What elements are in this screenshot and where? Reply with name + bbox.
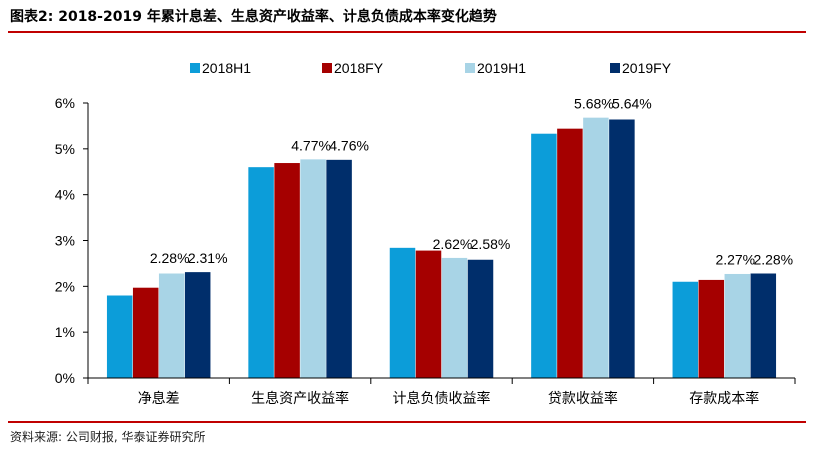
x-tick-label: 贷款收益率 <box>548 390 618 406</box>
data-label: 4.77% <box>291 137 331 153</box>
bar <box>557 128 583 378</box>
y-tick-label: 3% <box>55 233 75 249</box>
bar <box>389 247 416 378</box>
data-label: 2.28% <box>150 250 190 266</box>
x-tick-label: 生息资产收益率 <box>251 390 349 406</box>
data-label: 2.28% <box>753 252 793 268</box>
legend-label: 2018H1 <box>202 60 251 76</box>
bar <box>724 273 751 378</box>
y-tick-label: 6% <box>55 95 75 111</box>
y-tick-label: 2% <box>55 278 75 294</box>
legend-label: 2018FY <box>334 60 384 76</box>
y-tick-label: 1% <box>55 324 75 340</box>
data-label: 2.27% <box>715 252 755 268</box>
y-tick-label: 0% <box>55 370 75 386</box>
title-divider <box>8 31 806 33</box>
bar <box>467 259 494 378</box>
bar <box>609 119 635 378</box>
data-label: 5.64% <box>612 96 652 112</box>
bar <box>750 273 777 378</box>
legend-swatch <box>465 63 475 73</box>
bar <box>672 281 699 378</box>
bar <box>583 117 609 379</box>
data-label: 2.58% <box>471 236 511 252</box>
source-note: 资料来源: 公司财报, 华泰证券研究所 <box>10 430 206 444</box>
bar <box>531 133 557 378</box>
bar <box>326 159 352 378</box>
bar <box>132 287 159 378</box>
y-tick-label: 5% <box>55 141 75 157</box>
legend-swatch <box>190 63 200 73</box>
legend-label: 2019FY <box>622 60 672 76</box>
legend-swatch <box>610 63 620 73</box>
bar <box>184 272 211 378</box>
bar <box>274 163 300 378</box>
bar <box>415 250 442 378</box>
bar <box>441 257 468 378</box>
bar <box>248 167 274 378</box>
footer-divider <box>8 421 806 423</box>
x-tick-label: 净息差 <box>138 390 180 406</box>
bar <box>158 273 185 378</box>
x-tick-label: 计息负债收益率 <box>393 390 491 406</box>
y-tick-label: 4% <box>55 187 75 203</box>
data-label: 2.62% <box>433 236 473 252</box>
data-label: 4.76% <box>329 137 369 153</box>
legend-swatch <box>322 63 332 73</box>
legend-label: 2019H1 <box>477 60 526 76</box>
data-label: 2.31% <box>188 250 228 266</box>
data-label: 5.68% <box>574 96 614 112</box>
x-tick-label: 存款成本率 <box>689 390 759 406</box>
chart-title: 图表2: 2018-2019 年累计息差、生息资产收益率、计息负债成本率变化趋势 <box>10 9 497 25</box>
bar <box>698 279 725 378</box>
bar <box>300 159 326 378</box>
bar <box>106 295 133 378</box>
